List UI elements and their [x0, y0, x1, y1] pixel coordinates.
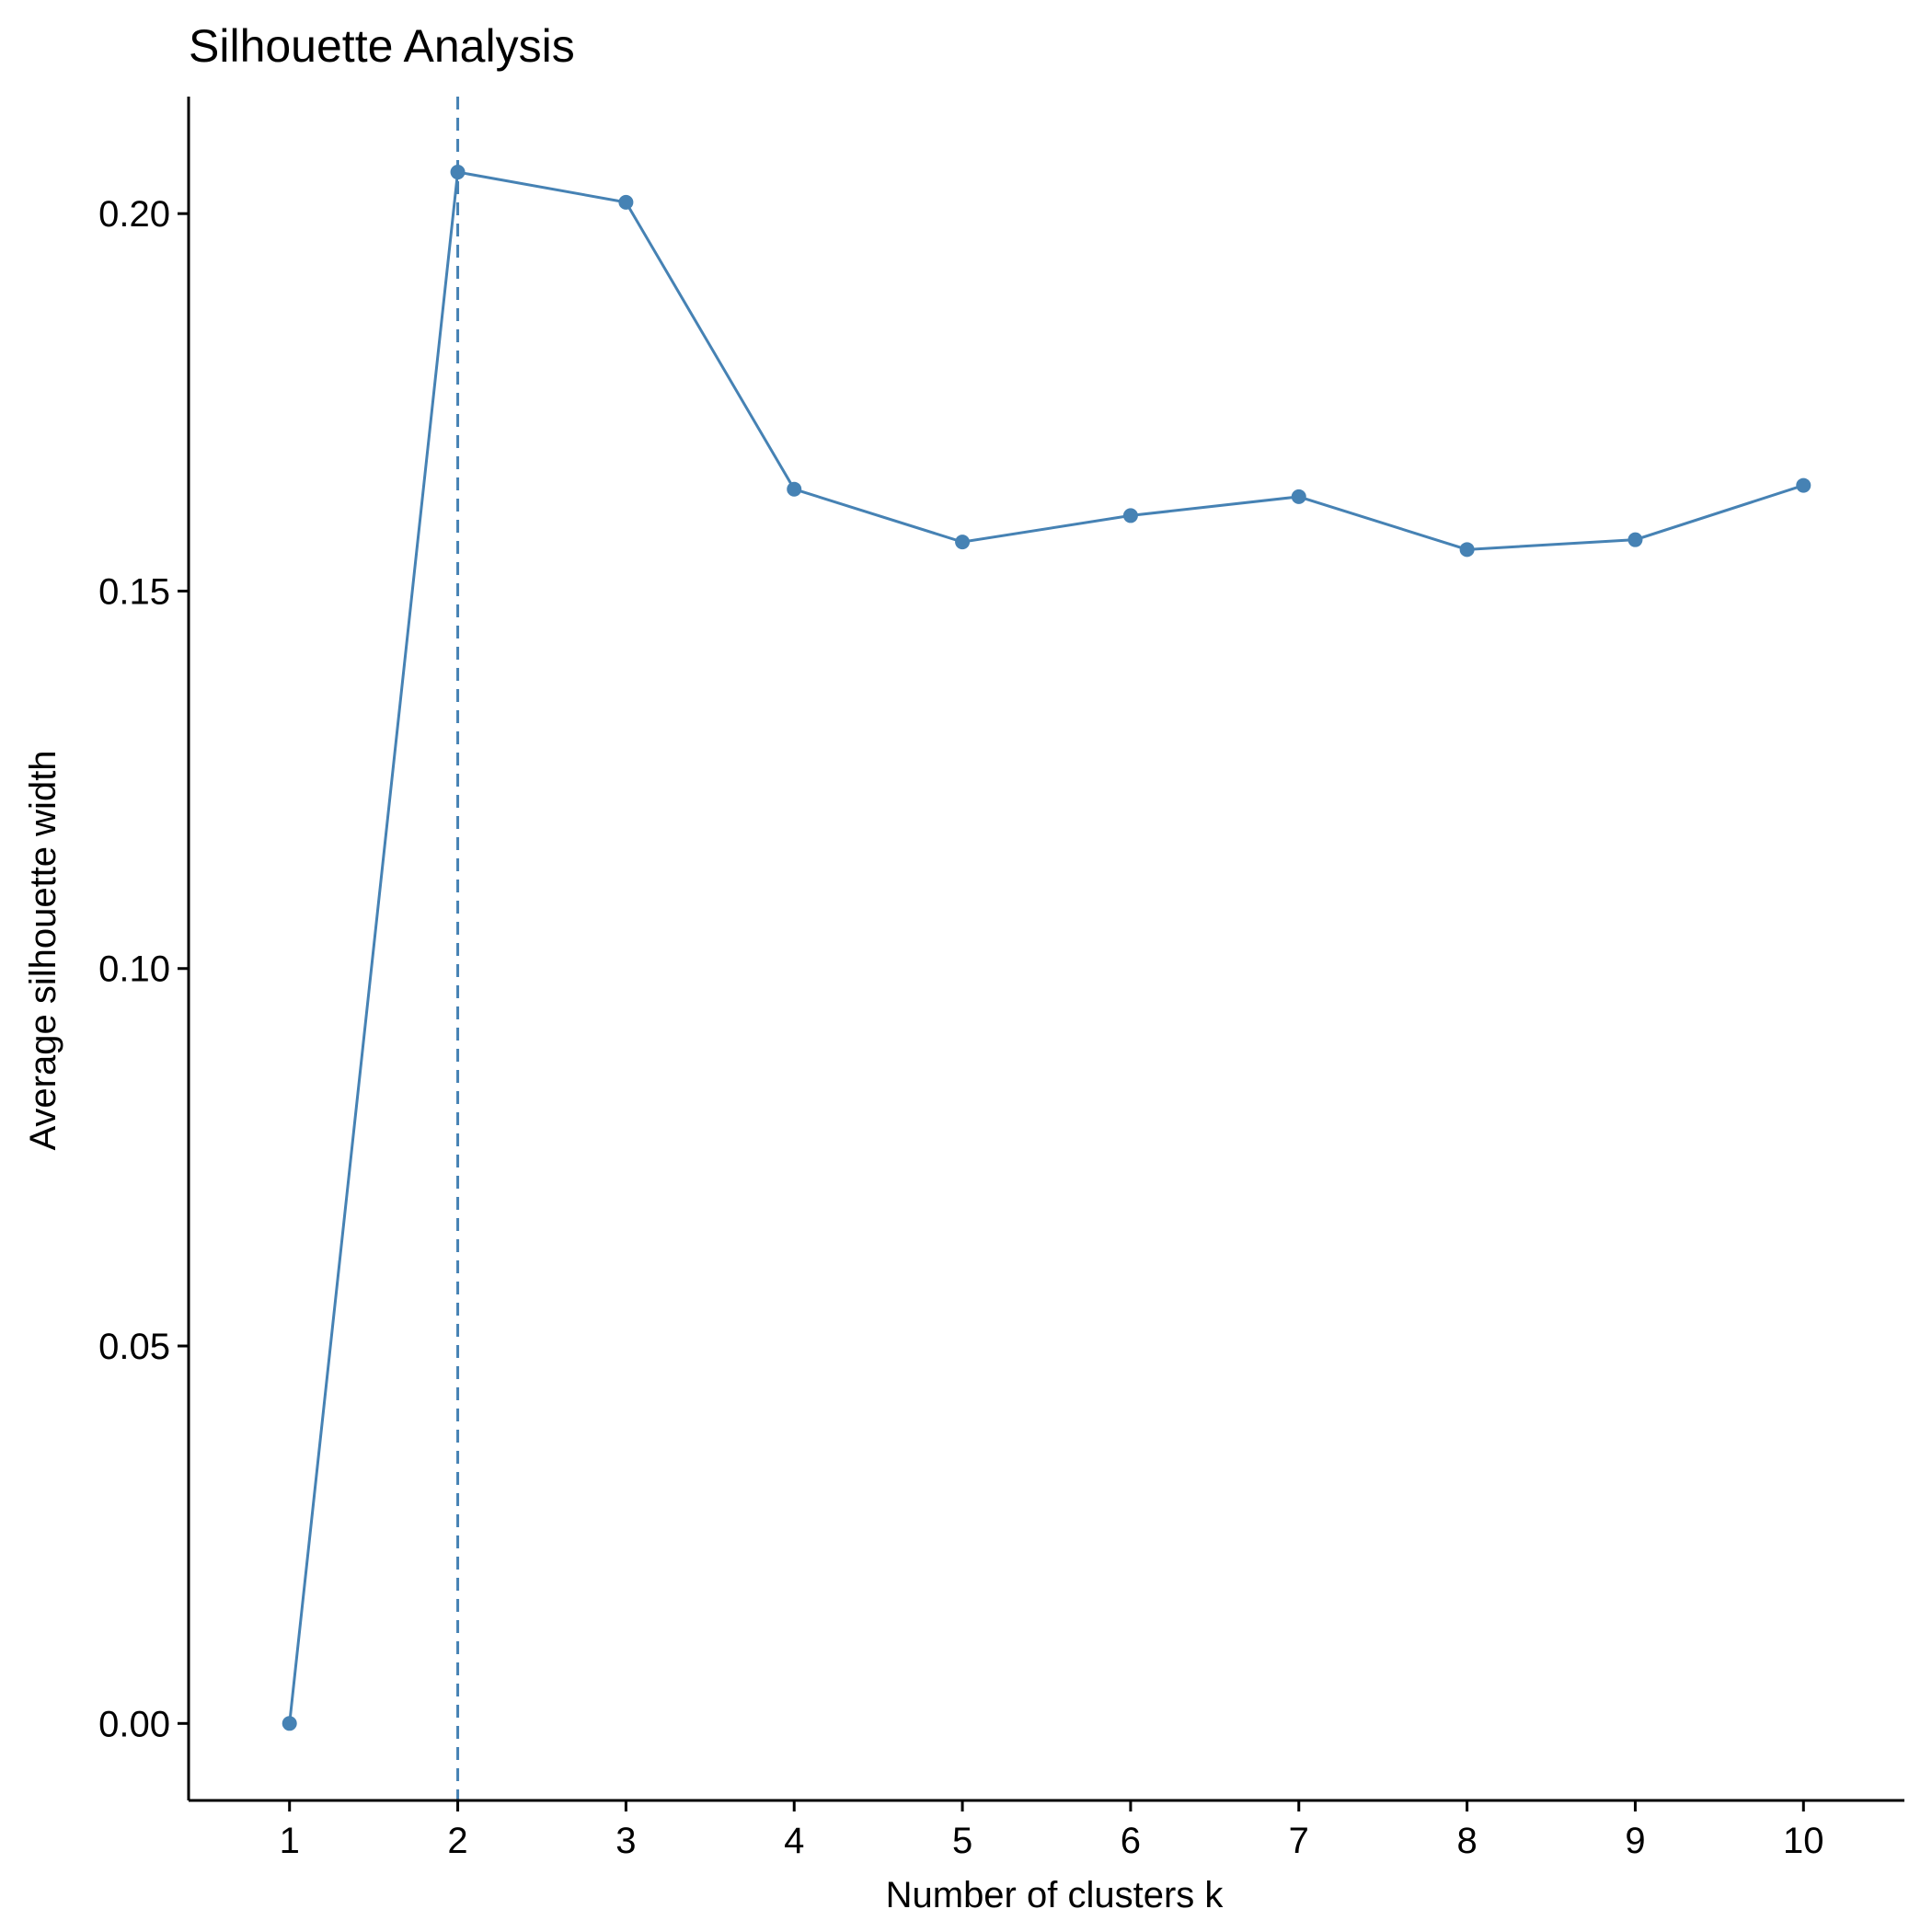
x-tick-label: 1	[280, 1821, 300, 1861]
data-point-k7	[1291, 489, 1306, 504]
x-tick-label: 3	[615, 1821, 636, 1861]
x-tick-label: 10	[1783, 1821, 1824, 1861]
data-point-k6	[1122, 508, 1138, 523]
series-line	[288, 170, 1804, 1724]
data-point-k8	[1459, 542, 1475, 558]
y-tick-label: 0.10	[98, 949, 170, 990]
y-tick-label: 0.15	[98, 571, 170, 612]
data-point-k5	[955, 535, 971, 550]
x-tick-label: 8	[1456, 1821, 1477, 1861]
data-point-k4	[787, 481, 802, 497]
y-axis: 0.00 0.05 0.10 0.15 0.20	[98, 194, 189, 1744]
data-point-k9	[1627, 532, 1643, 547]
y-axis-label: Average silhouette width	[23, 750, 63, 1150]
x-tick-label: 2	[447, 1821, 467, 1861]
y-tick-label: 0.05	[98, 1327, 170, 1367]
x-tick-label: 9	[1625, 1821, 1645, 1861]
x-tick-label: 7	[1289, 1821, 1309, 1861]
data-point-k10	[1796, 477, 1811, 493]
data-point-k2	[450, 165, 466, 180]
x-axis: 1 2 3 4 5 6 7 8 9 10	[280, 1800, 1824, 1861]
x-axis-label: Number of clusters k	[886, 1875, 1225, 1915]
x-tick-label: 6	[1121, 1821, 1141, 1861]
y-tick-label: 0.00	[98, 1704, 170, 1744]
x-tick-label: 5	[952, 1821, 972, 1861]
y-tick-label: 0.20	[98, 194, 170, 235]
plot-area	[282, 97, 1811, 1800]
data-point-k1	[282, 1716, 297, 1731]
data-point-k3	[618, 194, 634, 210]
x-tick-label: 4	[784, 1821, 804, 1861]
chart-title: Silhouette Analysis	[189, 20, 575, 72]
